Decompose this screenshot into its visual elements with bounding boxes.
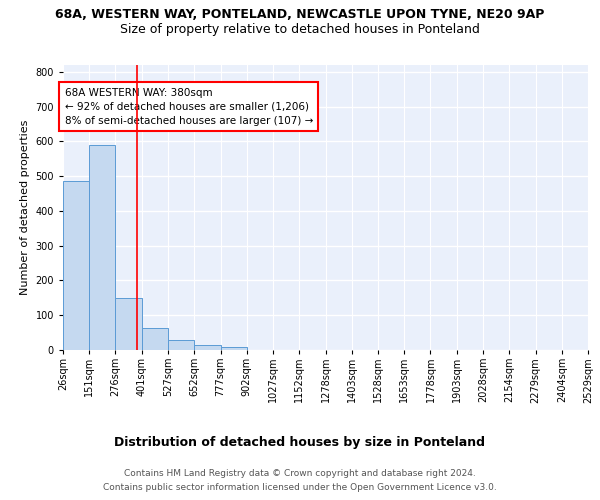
Text: Contains HM Land Registry data © Crown copyright and database right 2024.: Contains HM Land Registry data © Crown c… [124,470,476,478]
Bar [63,180,89,350]
Text: 68A WESTERN WAY: 380sqm
← 92% of detached houses are smaller (1,206)
8% of semi-: 68A WESTERN WAY: 380sqm ← 92% of detache… [65,88,313,126]
Text: Distribution of detached houses by size in Ponteland: Distribution of detached houses by size … [115,436,485,449]
Bar [194,346,221,350]
Bar [115,298,142,350]
Text: 68A, WESTERN WAY, PONTELAND, NEWCASTLE UPON TYNE, NE20 9AP: 68A, WESTERN WAY, PONTELAND, NEWCASTLE U… [55,8,545,20]
Bar [221,347,247,350]
Bar [89,144,115,350]
Text: Size of property relative to detached houses in Ponteland: Size of property relative to detached ho… [120,22,480,36]
Y-axis label: Number of detached properties: Number of detached properties [20,120,30,295]
Bar [168,340,194,350]
Text: Contains public sector information licensed under the Open Government Licence v3: Contains public sector information licen… [103,483,497,492]
Bar [142,328,168,350]
